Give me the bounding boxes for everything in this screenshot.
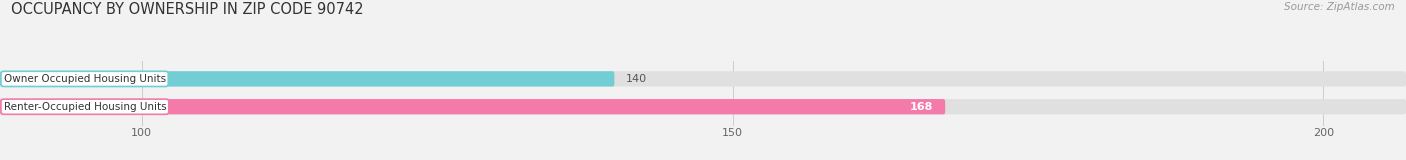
- FancyBboxPatch shape: [0, 71, 1406, 87]
- FancyBboxPatch shape: [0, 71, 614, 87]
- Text: OCCUPANCY BY OWNERSHIP IN ZIP CODE 90742: OCCUPANCY BY OWNERSHIP IN ZIP CODE 90742: [11, 2, 364, 17]
- FancyBboxPatch shape: [0, 99, 945, 114]
- Text: Source: ZipAtlas.com: Source: ZipAtlas.com: [1284, 2, 1395, 12]
- Text: Owner Occupied Housing Units: Owner Occupied Housing Units: [4, 74, 166, 84]
- Text: 168: 168: [910, 102, 934, 112]
- Text: 140: 140: [626, 74, 647, 84]
- Text: Renter-Occupied Housing Units: Renter-Occupied Housing Units: [4, 102, 166, 112]
- FancyBboxPatch shape: [0, 99, 1406, 114]
